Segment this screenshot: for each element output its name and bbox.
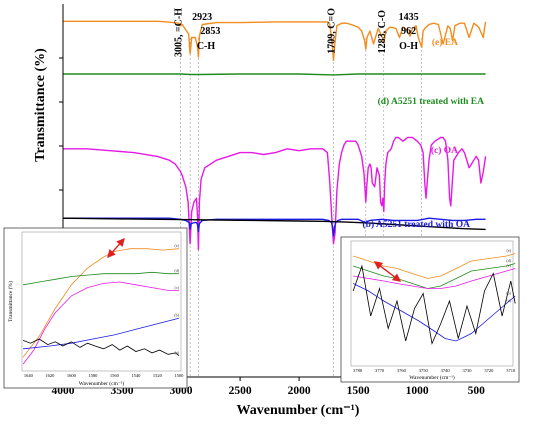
inset-tick-label: 3760	[397, 368, 407, 373]
inset-series-label: (c)	[175, 285, 180, 290]
x-axis-title: Wavenumber (cm⁻¹)	[237, 403, 360, 418]
inset-series-label: (a)	[507, 298, 512, 303]
inset-series-line	[22, 281, 179, 365]
inset-frame	[340, 236, 520, 383]
inset-series-label: (e)	[175, 243, 180, 248]
peak-annotation: C-H	[197, 41, 216, 52]
inset-plot-area	[350, 240, 514, 367]
inset-series-label: (d)	[174, 268, 179, 273]
x-tick-label: 500	[468, 385, 486, 397]
inset-series-label: (c)	[507, 263, 512, 268]
inset-bottom-right: 3780 3770 3760 3750 3740 3730 3720 3710 Wavenumb…	[340, 236, 520, 383]
series-line	[62, 217, 486, 231]
series-labels: (e) EA (d) A5251 treated with EA (c) OA (b)…	[363, 37, 485, 252]
peak-annotation: O-H	[399, 41, 418, 52]
peak-annotation: 1283, C-O	[377, 10, 388, 54]
series-label: (d) A5251 treated with EA	[378, 96, 485, 107]
inset-x-title: Wavenumber (cm⁻¹)	[79, 380, 125, 387]
inset-series-line	[23, 317, 179, 350]
inset-x-title: Wavenumber (cm⁻¹)	[409, 374, 455, 381]
inset-link-arrow	[373, 261, 402, 282]
peak-annotation: 962	[401, 26, 416, 37]
inset-tick-label: 1620	[45, 373, 55, 378]
inset-tick-label: 1500	[174, 373, 184, 378]
inset-tick-label: 3710	[506, 368, 516, 373]
peak-annotations: 3005, =C-H 2923 2853 C-H 1709, C=O 1283, C-O 1…	[174, 8, 419, 57]
inset-series-label: (e)	[507, 248, 512, 253]
inset-series-line	[22, 248, 179, 358]
inset-series-label: (a)	[175, 350, 180, 355]
x-tick-label: 1000	[406, 385, 429, 397]
inset-y-title: Transmittance (%)	[7, 281, 14, 322]
series-line	[63, 217, 486, 237]
peak-annotation: 2853	[200, 26, 220, 37]
inset-tick-label: 1580	[88, 373, 98, 378]
peak-annotation: 3005, =C-H	[174, 8, 185, 57]
inset-series-line	[352, 264, 516, 345]
inset-tick-label: 3720	[484, 368, 494, 373]
inset-bottom-left: 1640 1620 1600 1580 1560 1540 1520 1500 Wavenumb…	[3, 227, 188, 389]
inset-tick-label: 1600	[67, 373, 77, 378]
series-line	[63, 136, 487, 251]
inset-tick-label: 1520	[153, 373, 163, 378]
peak-annotation: 1435	[399, 12, 419, 23]
inset-series-line	[23, 271, 179, 286]
x-tick-label: 2000	[288, 385, 311, 397]
inset-tick-label: 1640	[24, 373, 34, 378]
insets: 1640 1620 1600 1580 1560 1540 1520 1500 Wavenumb…	[3, 227, 520, 389]
series-label: (c) OA	[431, 145, 458, 156]
series-layer	[62, 20, 487, 251]
inset-series-label: (b)	[174, 313, 179, 318]
inset-series-line	[353, 283, 516, 342]
inset-tick-label: 1540	[131, 373, 141, 378]
inset-tick-label: 1560	[110, 373, 120, 378]
inset-series-label: (b)	[506, 291, 511, 296]
inset-tick-label: 3770	[375, 368, 385, 373]
peak-annotation: 1709, C=O	[327, 8, 338, 54]
inset-plot-area	[21, 231, 182, 372]
inset-tick-label: 3780	[353, 368, 363, 373]
series-label: (b) A5251 treated with OA	[363, 219, 471, 230]
inset-frame	[3, 227, 188, 389]
series-label: (e) EA	[432, 37, 458, 48]
inset-tick-label: 3730	[463, 368, 473, 373]
series-line	[63, 73, 486, 76]
y-axis-title: Transmittance (%)	[33, 48, 48, 162]
inset-series-label: (d)	[506, 258, 511, 263]
series-line	[63, 20, 487, 61]
inset-link-arrow	[107, 237, 125, 259]
peak-annotation: 2923	[192, 12, 212, 23]
inset-series-line	[22, 338, 180, 357]
x-tick-label: 2500	[229, 385, 252, 397]
inset-tick-label: 3750	[419, 368, 429, 373]
x-tick-label: 1500	[347, 385, 370, 397]
inset-tick-label: 3740	[441, 368, 451, 373]
